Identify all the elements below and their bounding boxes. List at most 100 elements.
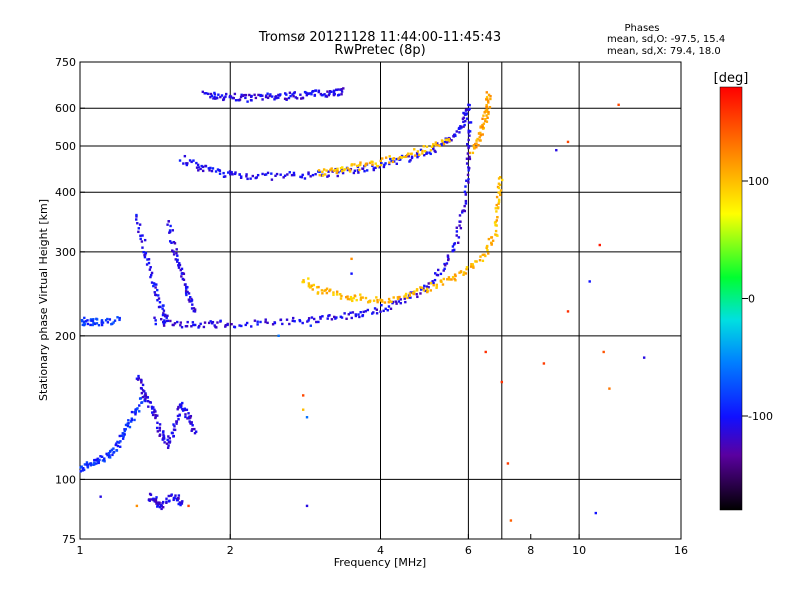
- data-point: [617, 103, 620, 106]
- data-point: [300, 97, 303, 100]
- data-point: [253, 319, 257, 322]
- data-point: [244, 323, 247, 327]
- y-tick-label: 75: [62, 533, 76, 546]
- data-point: [254, 96, 258, 100]
- data-point: [458, 131, 461, 134]
- data-point: [168, 499, 171, 502]
- data-point: [416, 150, 420, 153]
- data-point: [233, 92, 237, 96]
- data-point: [136, 407, 139, 410]
- data-point: [436, 143, 439, 147]
- data-point: [176, 260, 179, 263]
- data-point: [146, 258, 149, 261]
- data-point: [319, 317, 322, 320]
- data-point: [415, 289, 419, 292]
- data-point: [246, 177, 249, 181]
- data-point: [422, 287, 425, 290]
- data-point: [250, 94, 253, 98]
- data-point: [299, 93, 302, 96]
- data-point: [308, 286, 312, 289]
- data-point: [154, 410, 157, 413]
- data-point: [265, 94, 268, 97]
- data-point: [261, 94, 264, 97]
- data-point: [491, 239, 495, 242]
- data-point: [189, 296, 192, 299]
- data-point: [244, 93, 248, 97]
- data-point: [398, 295, 401, 299]
- data-point: [450, 139, 453, 142]
- data-point: [273, 321, 277, 325]
- data-point: [277, 334, 280, 338]
- data-point: [150, 271, 154, 275]
- data-point: [494, 223, 497, 227]
- data-point: [137, 377, 141, 380]
- data-point: [351, 299, 354, 303]
- data-point: [288, 322, 291, 326]
- data-point: [499, 189, 503, 192]
- data-point: [82, 320, 86, 324]
- colorbar-label: [deg]: [714, 71, 749, 86]
- data-point: [156, 502, 160, 505]
- data-point: [406, 153, 409, 157]
- data-point: [118, 318, 121, 322]
- data-point: [245, 175, 248, 178]
- data-point: [179, 503, 182, 507]
- data-point: [174, 494, 177, 497]
- data-point: [317, 285, 320, 289]
- data-point: [161, 307, 164, 310]
- data-point: [195, 166, 199, 169]
- data-point: [346, 297, 350, 301]
- data-point: [443, 262, 446, 266]
- data-point: [141, 395, 145, 399]
- data-point: [454, 279, 457, 282]
- data-point: [421, 152, 424, 155]
- plot-area: 1 2 4 6 8 10 16 75 100 200 300 400 500 600 750: [55, 56, 688, 557]
- data-point: [144, 399, 147, 403]
- data-point: [421, 149, 424, 153]
- data-point: [485, 97, 488, 101]
- data-point: [327, 174, 330, 177]
- data-point: [402, 155, 406, 159]
- data-point: [173, 425, 176, 428]
- data-point: [80, 318, 84, 322]
- data-point: [193, 427, 196, 431]
- data-point: [356, 164, 359, 168]
- data-point: [179, 324, 182, 327]
- data-point: [307, 171, 310, 174]
- data-point: [481, 259, 485, 263]
- data-point: [171, 249, 174, 252]
- data-point: [119, 445, 122, 448]
- data-point: [458, 214, 462, 217]
- data-point: [197, 166, 200, 169]
- data-point: [264, 95, 268, 99]
- data-point: [413, 148, 416, 151]
- data-point: [608, 387, 611, 390]
- data-point: [167, 444, 170, 447]
- data-point: [594, 511, 597, 515]
- data-point: [416, 295, 419, 299]
- data-point: [357, 171, 360, 174]
- data-point: [137, 230, 140, 234]
- data-point: [458, 271, 461, 274]
- data-point: [266, 92, 269, 95]
- data-point: [286, 173, 289, 176]
- data-point: [138, 404, 141, 407]
- data-point: [224, 325, 227, 328]
- data-point: [389, 157, 392, 161]
- data-point: [442, 269, 445, 272]
- data-point: [123, 429, 126, 433]
- data-point: [270, 172, 273, 175]
- data-point: [420, 286, 424, 290]
- data-point: [467, 181, 470, 184]
- data-point: [246, 100, 249, 103]
- data-point: [487, 237, 491, 241]
- data-point: [386, 309, 389, 312]
- data-point: [426, 290, 429, 294]
- data-point: [203, 321, 207, 324]
- data-point: [494, 229, 498, 233]
- data-point: [495, 219, 498, 222]
- colorbar-tick-label: 0: [748, 293, 755, 306]
- chart-subtitle: RwPretec (8p): [334, 43, 425, 58]
- data-point: [425, 151, 428, 155]
- data-point: [452, 243, 456, 246]
